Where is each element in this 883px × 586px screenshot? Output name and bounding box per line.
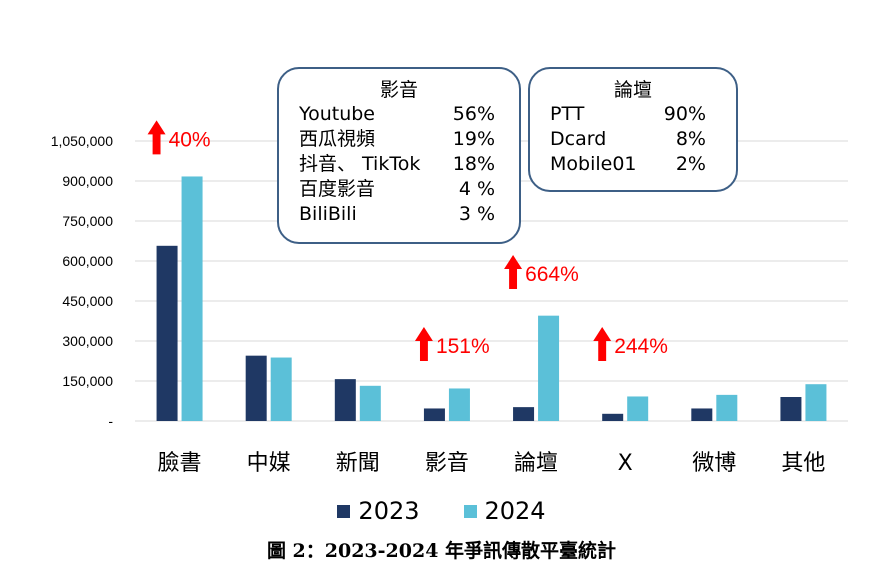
video-platform-box: 影音 Youtube 56% 西瓜視頻 19% 抖音、 TikTok 18% 百度影音…	[277, 67, 521, 244]
bar-2023	[423, 408, 445, 421]
platform-name: Mobile01	[550, 153, 637, 175]
video-row: BiliBili 3 %	[299, 202, 495, 227]
forum-row: PTT 90%	[550, 102, 706, 127]
bar-2024	[270, 357, 292, 421]
video-row: 西瓜視頻 19%	[299, 127, 495, 152]
platform-name: Dcard	[550, 128, 607, 150]
x-tick-label: 其他	[781, 451, 825, 476]
growth-label: 40%	[169, 128, 211, 151]
video-row: 抖音、 TikTok 18%	[299, 152, 495, 177]
x-tick-label: 中媒	[247, 451, 291, 476]
bar-2024	[805, 384, 827, 421]
growth-arrow-icon	[147, 120, 166, 155]
growth-label: 151%	[436, 335, 490, 358]
legend-swatch-2024	[463, 504, 477, 518]
platform-share: 8%	[675, 128, 706, 150]
growth-label: 244%	[614, 335, 668, 358]
forum-row: Mobile01 2%	[550, 152, 706, 177]
platform-name: Youtube	[299, 103, 375, 125]
legend-item-2024: 2024	[463, 497, 546, 525]
legend-label-2023: 2023	[358, 497, 420, 525]
y-tick-label: 1,050,000	[51, 133, 113, 149]
platform-share: 4 %	[458, 178, 495, 200]
platform-share: 18%	[452, 153, 495, 175]
y-tick-label: -	[108, 413, 113, 429]
forum-platform-box: 論壇 PTT 90% Dcard 8% Mobile01 2%	[528, 67, 738, 192]
x-tick-label: 微博	[692, 451, 736, 476]
video-box-title: 影音	[379, 79, 418, 101]
platform-share: 2%	[675, 153, 706, 175]
bar-2024	[627, 396, 649, 421]
y-tick-label: 600,000	[62, 253, 113, 269]
y-tick-label: 300,000	[62, 333, 113, 349]
legend: 2023 2024	[0, 497, 883, 525]
growth-arrow-icon	[504, 255, 523, 289]
bar-2024	[538, 315, 560, 421]
y-tick-label: 450,000	[62, 293, 113, 309]
platform-name: 抖音、 TikTok	[299, 153, 421, 175]
bar-2023	[156, 245, 178, 421]
bar-2024	[181, 176, 203, 421]
bar-2024	[448, 388, 470, 421]
y-tick-label: 750,000	[62, 213, 113, 229]
platform-share: 3 %	[458, 203, 495, 225]
x-tick-label: 影音	[425, 451, 469, 476]
bar-2023	[602, 413, 624, 421]
platform-name: BiliBili	[299, 203, 357, 225]
forum-row: Dcard 8%	[550, 127, 706, 152]
video-row: 百度影音 4 %	[299, 177, 495, 202]
platform-share: 19%	[452, 128, 495, 150]
x-tick-label: 論壇	[514, 451, 558, 476]
x-tick-label: X	[618, 451, 633, 476]
growth-arrow-icon	[593, 327, 612, 361]
platform-share: 90%	[663, 103, 706, 125]
x-tick-label: 新聞	[336, 451, 380, 476]
growth-label: 664%	[525, 263, 579, 286]
y-tick-label: 150,000	[62, 373, 113, 389]
bar-2023	[245, 355, 267, 421]
bar-2024	[716, 394, 738, 421]
platform-name: PTT	[550, 103, 585, 125]
x-tick-label: 臉書	[158, 451, 202, 476]
legend-swatch-2023	[337, 504, 351, 518]
figure-caption: 圖 2：2023-2024 年爭訊傳散平臺統計	[266, 540, 617, 562]
legend-item-2023: 2023	[337, 497, 420, 525]
video-row: Youtube 56%	[299, 102, 495, 127]
forum-box-title: 論壇	[613, 79, 652, 101]
growth-arrow-icon	[414, 327, 433, 361]
y-tick-label: 900,000	[62, 173, 113, 189]
bar-2023	[334, 379, 356, 421]
legend-label-2024: 2024	[484, 497, 546, 525]
bar-2024	[359, 385, 381, 421]
bar-2023	[780, 397, 802, 421]
bar-2023	[513, 407, 535, 421]
platform-name: 百度影音	[299, 178, 376, 200]
platform-name: 西瓜視頻	[299, 128, 376, 150]
bar-2023	[691, 408, 713, 421]
platform-share: 56%	[452, 103, 495, 125]
